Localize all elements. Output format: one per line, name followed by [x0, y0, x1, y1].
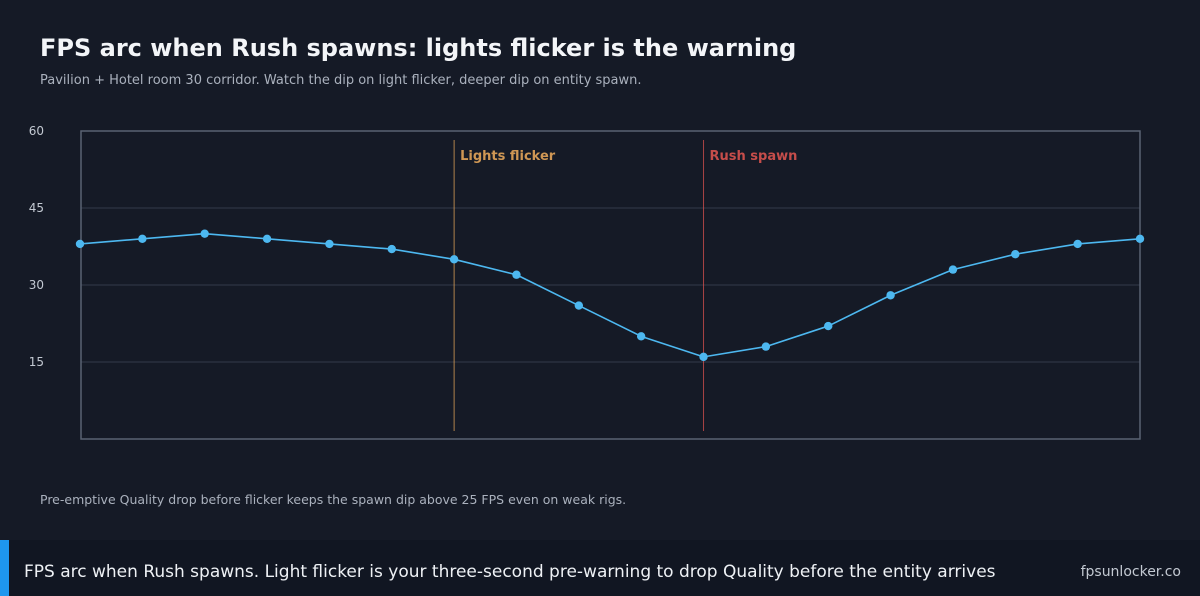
chart-footnote: Pre-emptive Quality drop before flicker … [40, 492, 627, 507]
series-layer [75, 229, 1145, 362]
footer-bar: FPS arc when Rush spawns. Light flicker … [0, 540, 1200, 596]
data-point-2[interactable] [200, 229, 209, 238]
data-point-8[interactable] [574, 301, 584, 310]
series-line-0 [79, 232, 1141, 358]
data-point-6[interactable] [449, 255, 459, 264]
data-point-5[interactable] [387, 244, 396, 254]
plot-frame [80, 130, 1141, 440]
data-point-7[interactable] [512, 270, 521, 279]
y-tick-label-45: 45 [29, 201, 44, 215]
fps-line-chart: 60 45 30 15 Lights flicker Rush spawn [29, 124, 1145, 440]
data-point-3[interactable] [262, 234, 272, 243]
y-axis-ticks: 60 45 30 15 [29, 124, 44, 369]
page-subtitle: Pavilion + Hotel room 30 corridor. Watch… [40, 73, 642, 88]
data-point-10[interactable] [699, 352, 708, 362]
data-point-0[interactable] [75, 239, 85, 249]
footer-accent-stripe [0, 540, 9, 596]
page-title: FPS arc when Rush spawns: lights flicker… [40, 34, 797, 62]
grid-layer [81, 207, 1140, 363]
data-point-9[interactable] [636, 332, 646, 341]
y-tick-label-60: 60 [29, 124, 44, 138]
event-annotations: Lights flicker Rush spawn [453, 140, 798, 431]
data-point-1[interactable] [138, 234, 147, 243]
annotation-label-lights-flicker: Lights flicker [460, 149, 556, 164]
y-tick-label-15: 15 [29, 355, 44, 369]
data-point-4[interactable] [325, 239, 334, 249]
data-point-16[interactable] [1073, 239, 1082, 249]
y-tick-label-30: 30 [29, 278, 44, 292]
data-point-15[interactable] [1011, 250, 1020, 259]
data-point-17[interactable] [1135, 234, 1145, 243]
data-point-14[interactable] [948, 265, 958, 274]
footer-brand[interactable]: fpsunlocker.co [1080, 564, 1181, 580]
footer-caption: FPS arc when Rush spawns. Light flicker … [24, 562, 996, 582]
data-point-12[interactable] [824, 321, 833, 331]
data-point-13[interactable] [886, 291, 895, 300]
data-point-11[interactable] [761, 342, 771, 351]
annotation-label-rush-spawn: Rush spawn [710, 149, 798, 164]
